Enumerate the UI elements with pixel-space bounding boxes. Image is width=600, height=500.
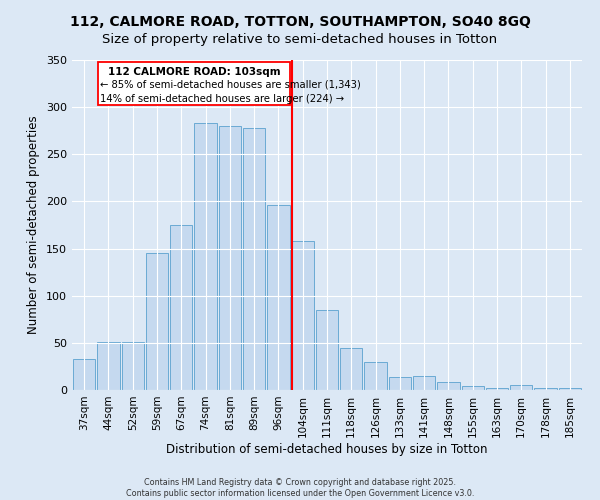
Bar (461, 386, 484, 390)
Bar (122, 342, 144, 390)
Text: 112, CALMORE ROAD, TOTTON, SOUTHAMPTON, SO40 8GQ: 112, CALMORE ROAD, TOTTON, SOUTHAMPTON, … (70, 15, 530, 29)
Bar (243, 128, 265, 390)
Bar (559, 388, 581, 390)
Bar (364, 362, 387, 390)
Text: Size of property relative to semi-detached houses in Totton: Size of property relative to semi-detach… (103, 32, 497, 46)
Bar (510, 386, 532, 390)
Bar (170, 225, 193, 390)
Bar (218, 126, 241, 390)
Bar (316, 310, 338, 390)
Bar (292, 241, 314, 390)
Bar (413, 376, 436, 390)
Bar (437, 382, 460, 390)
Bar (389, 377, 411, 390)
Text: 14% of semi-detached houses are larger (224) →: 14% of semi-detached houses are larger (… (100, 94, 344, 104)
Text: 112 CALMORE ROAD: 103sqm: 112 CALMORE ROAD: 103sqm (107, 66, 280, 76)
X-axis label: Distribution of semi-detached houses by size in Totton: Distribution of semi-detached houses by … (166, 442, 488, 456)
Bar (194, 123, 217, 390)
FancyBboxPatch shape (97, 62, 290, 106)
Bar (267, 205, 290, 390)
Bar (146, 254, 168, 390)
Bar (486, 388, 508, 390)
Text: ← 85% of semi-detached houses are smaller (1,343): ← 85% of semi-detached houses are smalle… (100, 80, 361, 90)
Bar (535, 388, 557, 390)
Text: Contains HM Land Registry data © Crown copyright and database right 2025.
Contai: Contains HM Land Registry data © Crown c… (126, 478, 474, 498)
Bar (73, 359, 95, 390)
Y-axis label: Number of semi-detached properties: Number of semi-detached properties (28, 116, 40, 334)
Bar (97, 342, 119, 390)
Bar (340, 348, 362, 390)
